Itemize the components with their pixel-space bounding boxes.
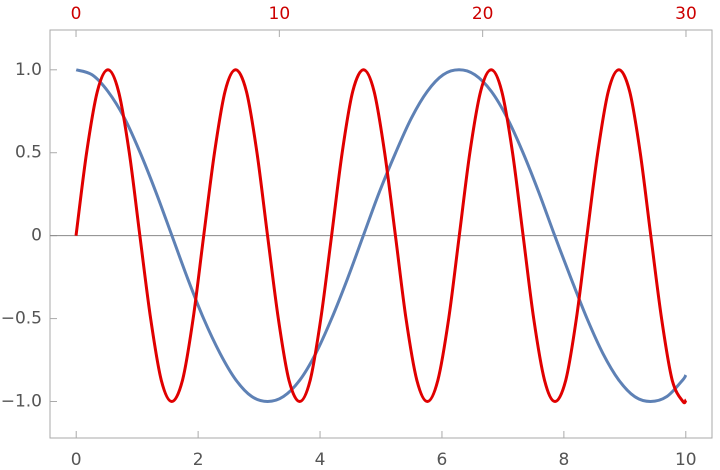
- y-tick-label: 0: [31, 226, 42, 246]
- series-line: [74, 68, 688, 405]
- x-tick-label: 0: [71, 450, 82, 470]
- y-tick-label: −1.0: [1, 392, 42, 412]
- y-tick-label: 1.0: [15, 60, 42, 80]
- plot-frame: [49, 29, 713, 439]
- x2-tick-label: 10: [269, 4, 291, 24]
- x2-tick-label: 0: [71, 4, 82, 24]
- x-tick-label: 6: [437, 450, 448, 470]
- x2-tick-label: 30: [675, 4, 697, 24]
- x-tick-label: 10: [675, 450, 697, 470]
- x2-tick-label: 20: [472, 4, 494, 24]
- x-tick-label: 2: [193, 450, 204, 470]
- y-tick-label: 0.5: [15, 143, 42, 163]
- x-tick-label: 8: [558, 450, 569, 470]
- y-tick-label: −0.5: [1, 309, 42, 329]
- x-tick-label: 4: [315, 450, 326, 470]
